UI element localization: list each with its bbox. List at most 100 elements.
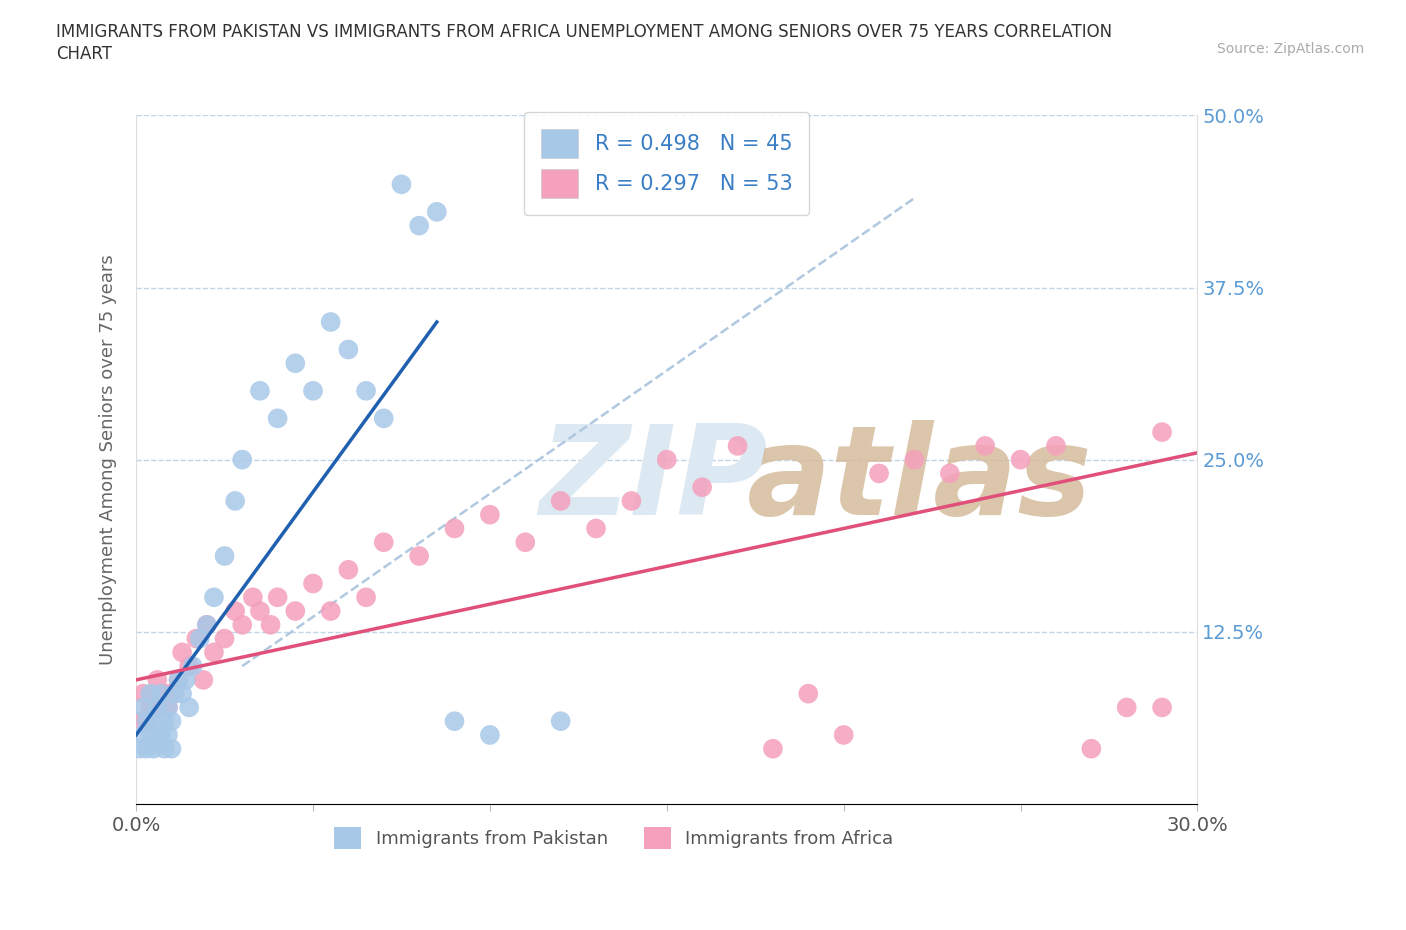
Point xyxy=(153,713,176,728)
Point xyxy=(172,644,194,659)
Text: IMMIGRANTS FROM PAKISTAN VS IMMIGRANTS FROM AFRICA UNEMPLOYMENT AMONG SENIORS OV: IMMIGRANTS FROM PAKISTAN VS IMMIGRANTS F… xyxy=(56,23,1112,41)
Point xyxy=(284,356,307,371)
Point xyxy=(172,686,194,701)
Point xyxy=(167,672,190,687)
Point xyxy=(132,686,155,701)
Point xyxy=(156,700,179,715)
Point xyxy=(266,590,288,604)
Point xyxy=(135,713,157,728)
Point xyxy=(149,727,172,742)
Point xyxy=(302,383,325,398)
Point xyxy=(443,713,465,728)
Point xyxy=(231,452,253,467)
Point xyxy=(153,686,176,701)
Y-axis label: Unemployment Among Seniors over 75 years: Unemployment Among Seniors over 75 years xyxy=(100,254,117,665)
Point xyxy=(391,177,413,192)
Point xyxy=(128,713,150,728)
Point xyxy=(195,618,218,632)
Point xyxy=(284,604,307,618)
Point xyxy=(727,438,749,453)
Point xyxy=(160,713,183,728)
Point xyxy=(1080,741,1102,756)
Point xyxy=(128,741,150,756)
Point xyxy=(146,700,169,715)
Point xyxy=(224,494,246,509)
Point xyxy=(186,631,208,646)
Point xyxy=(153,741,176,756)
Point xyxy=(135,713,157,728)
Point xyxy=(160,741,183,756)
Point xyxy=(655,452,678,467)
Point xyxy=(132,700,155,715)
Point xyxy=(231,618,253,632)
Point xyxy=(868,466,890,481)
Point xyxy=(146,672,169,687)
Point xyxy=(156,700,179,715)
Point xyxy=(163,686,186,701)
Point xyxy=(160,686,183,701)
Text: CHART: CHART xyxy=(56,45,112,62)
Point xyxy=(319,314,342,329)
Legend: Immigrants from Pakistan, Immigrants from Africa: Immigrants from Pakistan, Immigrants fro… xyxy=(326,820,901,857)
Point xyxy=(249,604,271,618)
Text: Source: ZipAtlas.com: Source: ZipAtlas.com xyxy=(1216,42,1364,56)
Point xyxy=(167,672,190,687)
Point xyxy=(832,727,855,742)
Point xyxy=(179,658,201,673)
Point xyxy=(139,727,162,742)
Point xyxy=(132,727,155,742)
Point xyxy=(1010,452,1032,467)
Point xyxy=(193,672,215,687)
Point xyxy=(149,686,172,701)
Point xyxy=(762,741,785,756)
Point xyxy=(214,549,236,564)
Text: atlas: atlas xyxy=(747,419,1092,540)
Point xyxy=(408,219,430,233)
Point xyxy=(146,727,169,742)
Point xyxy=(408,549,430,564)
Point xyxy=(214,631,236,646)
Point xyxy=(443,521,465,536)
Point xyxy=(1152,425,1174,440)
Point xyxy=(139,700,162,715)
Point xyxy=(142,700,165,715)
Point xyxy=(797,686,820,701)
Point xyxy=(224,604,246,618)
Point xyxy=(515,535,537,550)
Point xyxy=(1115,700,1137,715)
Point xyxy=(337,563,360,578)
Point xyxy=(1045,438,1067,453)
Point xyxy=(620,494,643,509)
Point xyxy=(202,644,225,659)
Point xyxy=(249,383,271,398)
Point xyxy=(903,452,925,467)
Point xyxy=(939,466,962,481)
Point xyxy=(354,590,377,604)
Point xyxy=(242,590,264,604)
Point xyxy=(974,438,997,453)
Point xyxy=(337,342,360,357)
Point xyxy=(179,700,201,715)
Point xyxy=(319,604,342,618)
Point xyxy=(478,727,501,742)
Point xyxy=(259,618,281,632)
Point xyxy=(142,713,165,728)
Point xyxy=(373,411,395,426)
Point xyxy=(550,494,572,509)
Point xyxy=(478,507,501,522)
Point xyxy=(135,741,157,756)
Text: ZIP: ZIP xyxy=(540,419,768,540)
Point xyxy=(139,686,162,701)
Point xyxy=(1152,700,1174,715)
Point xyxy=(373,535,395,550)
Point xyxy=(266,411,288,426)
Point xyxy=(690,480,713,495)
Point xyxy=(550,713,572,728)
Point xyxy=(426,205,449,219)
Point xyxy=(156,727,179,742)
Point xyxy=(354,383,377,398)
Point xyxy=(142,741,165,756)
Point xyxy=(149,700,172,715)
Point xyxy=(195,618,218,632)
Point xyxy=(202,590,225,604)
